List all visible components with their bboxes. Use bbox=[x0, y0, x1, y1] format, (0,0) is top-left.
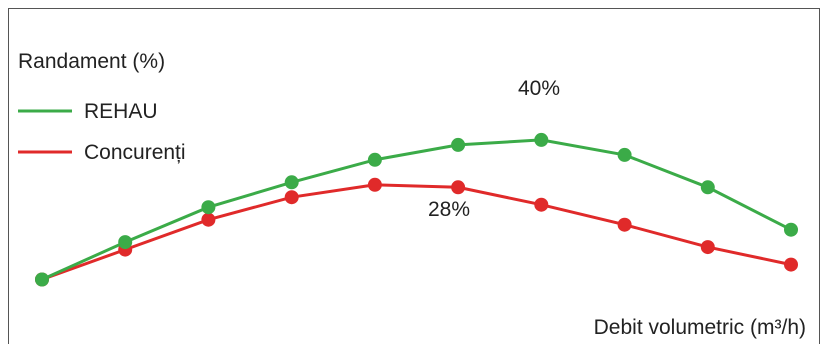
data-point-rehau-9 bbox=[700, 180, 715, 195]
data-point-rehau-6 bbox=[451, 137, 466, 152]
data-point-concurent-i-3 bbox=[201, 212, 216, 227]
data-point-rehau-7 bbox=[534, 132, 549, 147]
annotation-rehau-peak: 40% bbox=[518, 77, 560, 100]
data-point-concurent-i-10 bbox=[784, 257, 798, 272]
series-layer bbox=[35, 132, 798, 287]
y-axis-label: Randament (%) bbox=[18, 50, 165, 73]
data-point-concurent-i-8 bbox=[617, 217, 632, 232]
data-point-concurent-i-7 bbox=[534, 197, 549, 212]
data-point-rehau-8 bbox=[617, 147, 632, 162]
data-point-concurent-i-4 bbox=[284, 190, 299, 205]
data-point-rehau-5 bbox=[367, 152, 382, 167]
data-point-rehau-4 bbox=[284, 175, 299, 190]
legend-label-concurenti: Concurenți bbox=[84, 141, 186, 164]
data-point-concurent-i-5 bbox=[367, 177, 382, 192]
data-point-rehau-10 bbox=[784, 222, 798, 237]
legend-label-rehau: REHAU bbox=[84, 100, 158, 123]
series-line-concurent-i bbox=[41, 183, 792, 281]
data-point-rehau-2 bbox=[118, 235, 133, 250]
data-point-rehau-3 bbox=[201, 200, 216, 215]
annotation-concurenti-value: 28% bbox=[428, 198, 470, 221]
chart-frame bbox=[8, 8, 820, 344]
data-point-concurent-i-9 bbox=[700, 240, 715, 255]
data-point-rehau-1 bbox=[35, 272, 49, 287]
series-line-rehau bbox=[41, 138, 792, 281]
data-point-concurent-i-6 bbox=[451, 180, 466, 195]
legend: REHAU Concurenți bbox=[18, 100, 186, 164]
x-axis-label: Debit volumetric (m³/h) bbox=[594, 316, 806, 339]
